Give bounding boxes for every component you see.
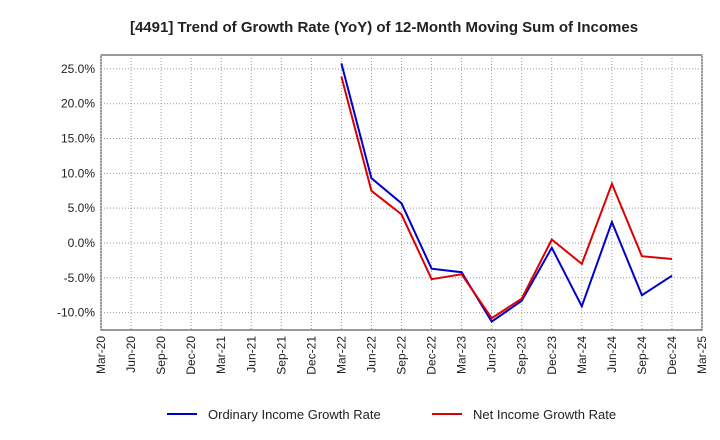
legend: Ordinary Income Growth Rate Net Income Gr… — [167, 407, 616, 422]
y-axis-ticks: 25.0% 20.0% 15.0% 10.0% 5.0% 0.0% -5.0% -10.0% — [57, 62, 95, 320]
y-tick-label: 10.0% — [61, 166, 95, 180]
x-tick-label: Jun-23 — [485, 336, 499, 373]
series-line-2 — [340, 76, 673, 320]
x-tick-label: Dec-20 — [184, 336, 198, 375]
x-tick-label: Jun-21 — [244, 336, 258, 373]
x-tick-label: Sep-24 — [635, 336, 649, 375]
grid-lines — [100, 55, 703, 330]
x-tick-label: Sep-22 — [395, 336, 409, 375]
y-tick-label: 5.0% — [68, 201, 96, 215]
x-tick-label: Mar-22 — [334, 336, 348, 374]
y-tick-label: 15.0% — [61, 132, 95, 146]
legend-label: Ordinary Income Growth Rate — [208, 407, 381, 422]
y-tick-label: 0.0% — [68, 236, 96, 250]
x-tick-label: Sep-23 — [515, 336, 529, 375]
x-tick-label: Jun-22 — [364, 336, 378, 373]
series-lines — [340, 63, 673, 324]
x-tick-label: Dec-22 — [425, 336, 439, 375]
x-tick-label: Mar-24 — [575, 336, 589, 374]
y-tick-label: 25.0% — [61, 62, 95, 76]
x-tick-label: Sep-21 — [274, 336, 288, 375]
y-tick-label: 20.0% — [61, 97, 95, 111]
y-tick-label: -5.0% — [64, 271, 96, 285]
x-tick-label: Dec-24 — [665, 336, 679, 375]
legend-label: Net Income Growth Rate — [473, 407, 616, 422]
x-tick-label: Sep-20 — [154, 336, 168, 375]
x-tick-label: Jun-20 — [124, 336, 138, 373]
x-tick-label: Mar-25 — [695, 336, 709, 374]
x-tick-label: Mar-21 — [214, 336, 228, 374]
series-line-1 — [340, 63, 673, 324]
x-tick-label: Mar-23 — [455, 336, 469, 374]
y-tick-label: -10.0% — [57, 306, 95, 320]
x-tick-label: Dec-21 — [304, 336, 318, 375]
plot-area — [100, 54, 703, 331]
x-tick-label: Mar-20 — [94, 336, 108, 374]
x-axis-ticks: Mar-20 Jun-20 Sep-20 Dec-20 Mar-21 Jun-21 Sep-… — [94, 336, 709, 375]
x-tick-label: Jun-24 — [605, 336, 619, 373]
chart-title: [4491] Trend of Growth Rate (YoY) of 12-… — [130, 19, 638, 36]
x-tick-label: Dec-23 — [545, 336, 559, 375]
